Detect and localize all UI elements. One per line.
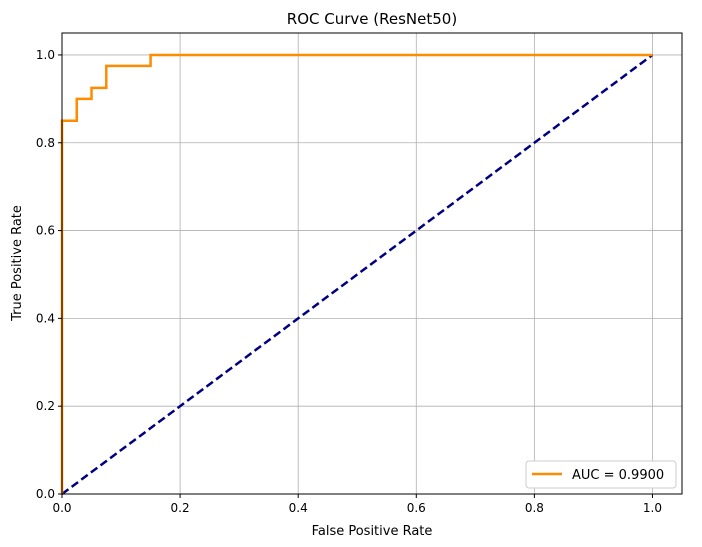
x-tick-label: 1.0 xyxy=(643,501,662,515)
y-tick-label: 0.4 xyxy=(36,311,55,325)
x-tick-label: 0.6 xyxy=(407,501,426,515)
legend: AUC = 0.9900 xyxy=(525,460,677,489)
plot-lines xyxy=(60,53,654,496)
plot-frame xyxy=(61,32,683,495)
grid xyxy=(61,33,682,495)
y-tick-label: 0.6 xyxy=(36,224,55,238)
legend-label-auc: AUC = 0.9900 xyxy=(572,468,664,483)
x-axis-label: False Positive Rate xyxy=(312,524,433,539)
chance-diagonal-line xyxy=(61,53,654,496)
y-axis-label: True Positive Rate xyxy=(10,205,25,322)
y-tick-label: 0.8 xyxy=(36,136,55,150)
x-tick-label: 0.4 xyxy=(289,501,308,515)
axis-ticks: 0.0 0.2 0.4 0.6 0.8 1.0 0.0 0.2 0.4 0.6 0.8 1.0 xyxy=(36,48,662,515)
y-tick-label: 0.0 xyxy=(36,487,55,501)
legend-box xyxy=(525,460,677,489)
x-tick-label: 0.8 xyxy=(525,501,544,515)
y-tick-label: 0.2 xyxy=(36,399,55,413)
roc-curve-line xyxy=(60,53,653,494)
y-tick-label: 1.0 xyxy=(36,48,55,62)
x-tick-label: 0.0 xyxy=(52,501,71,515)
chart-title: ROC Curve (ResNet50) xyxy=(287,10,457,28)
x-tick-label: 0.2 xyxy=(171,501,190,515)
